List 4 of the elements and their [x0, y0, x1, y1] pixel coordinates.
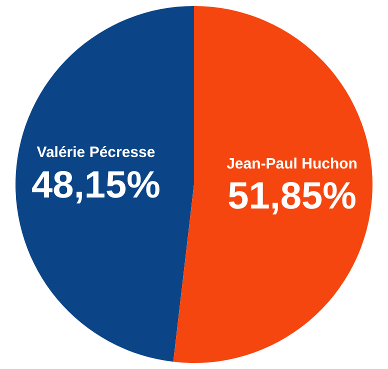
data-label: 48,15%: [32, 164, 160, 206]
slice-label: Jean-Paul Huchon: [226, 155, 358, 172]
slice-label: Valérie Pécresse: [36, 144, 156, 161]
data-label: 51,85%: [228, 176, 356, 218]
